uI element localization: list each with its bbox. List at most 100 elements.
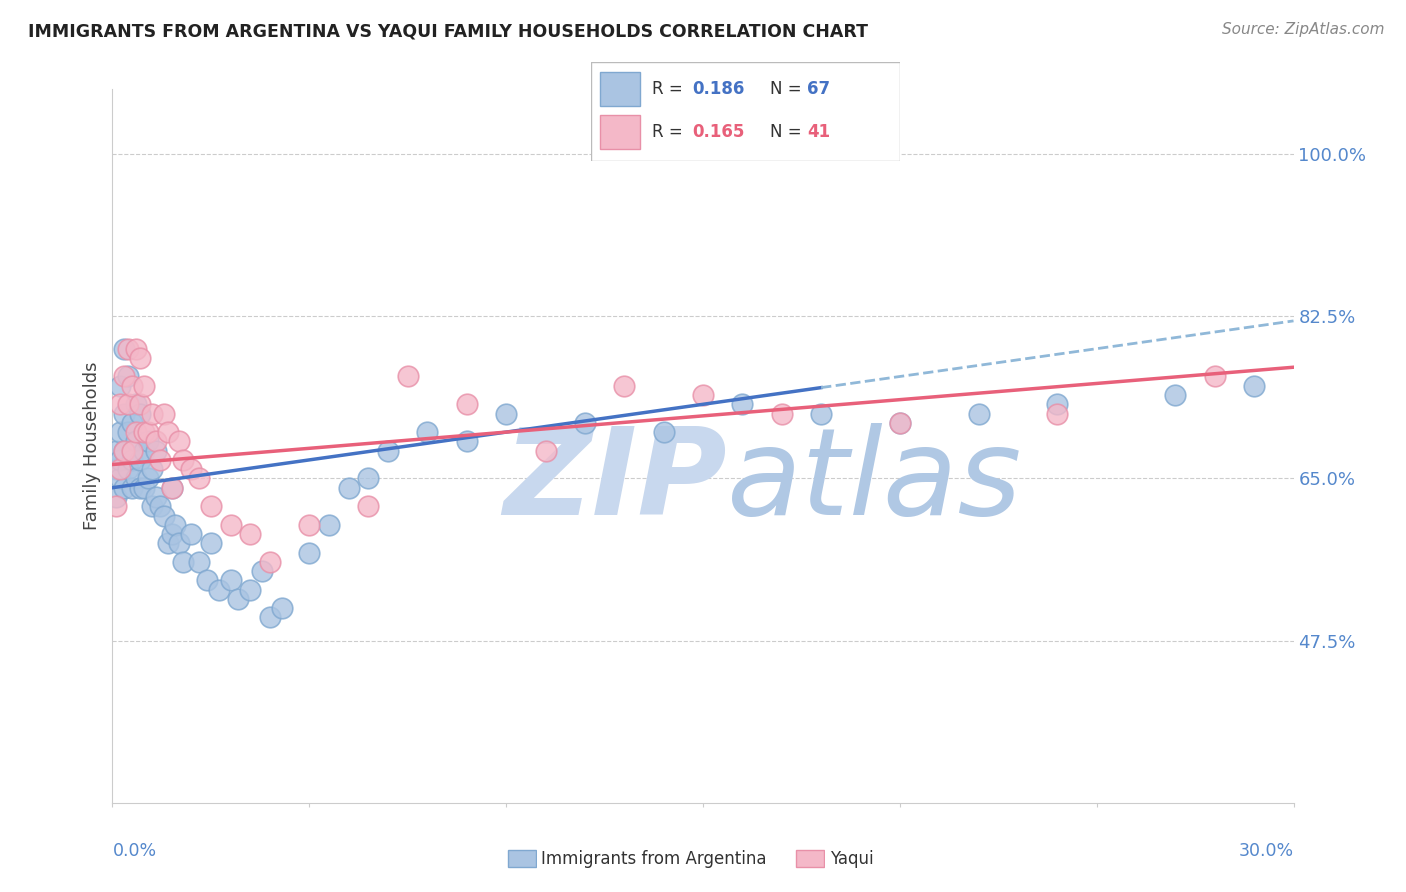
Point bbox=[145, 443, 167, 458]
Point bbox=[495, 407, 517, 421]
FancyBboxPatch shape bbox=[591, 62, 900, 161]
Point bbox=[377, 443, 399, 458]
Point bbox=[145, 490, 167, 504]
Point bbox=[125, 434, 148, 449]
Point bbox=[298, 517, 321, 532]
Point bbox=[180, 527, 202, 541]
Point bbox=[121, 378, 143, 392]
Point bbox=[136, 434, 159, 449]
Point bbox=[692, 388, 714, 402]
Point bbox=[219, 574, 242, 588]
Point bbox=[239, 527, 262, 541]
Point bbox=[125, 471, 148, 485]
Point bbox=[396, 369, 419, 384]
Point bbox=[200, 500, 222, 514]
Text: Immigrants from Argentina: Immigrants from Argentina bbox=[541, 849, 766, 868]
Text: N =: N = bbox=[770, 80, 807, 98]
Point bbox=[110, 397, 132, 411]
Point bbox=[180, 462, 202, 476]
Point bbox=[149, 500, 172, 514]
Point bbox=[112, 369, 135, 384]
Text: 67: 67 bbox=[807, 80, 830, 98]
Point bbox=[105, 443, 128, 458]
Point bbox=[125, 397, 148, 411]
Point bbox=[574, 416, 596, 430]
Point bbox=[125, 342, 148, 356]
Point bbox=[1164, 388, 1187, 402]
Point bbox=[200, 536, 222, 550]
FancyBboxPatch shape bbox=[508, 849, 536, 867]
Point bbox=[357, 471, 380, 485]
Point bbox=[156, 536, 179, 550]
Point bbox=[188, 555, 211, 569]
Point bbox=[967, 407, 990, 421]
Point bbox=[195, 574, 218, 588]
Point bbox=[132, 378, 155, 392]
Text: 41: 41 bbox=[807, 123, 830, 141]
Y-axis label: Family Households: Family Households bbox=[83, 362, 101, 530]
Point bbox=[129, 397, 152, 411]
Point bbox=[239, 582, 262, 597]
Text: 0.0%: 0.0% bbox=[112, 842, 156, 860]
Point bbox=[121, 481, 143, 495]
Point bbox=[149, 453, 172, 467]
Point bbox=[1204, 369, 1226, 384]
Point bbox=[770, 407, 793, 421]
Point bbox=[156, 425, 179, 439]
Point bbox=[169, 536, 191, 550]
Point bbox=[136, 425, 159, 439]
Text: R =: R = bbox=[652, 80, 689, 98]
Point bbox=[129, 351, 152, 365]
Point bbox=[141, 407, 163, 421]
Point bbox=[141, 500, 163, 514]
Point bbox=[132, 481, 155, 495]
Point bbox=[132, 425, 155, 439]
Text: Source: ZipAtlas.com: Source: ZipAtlas.com bbox=[1222, 22, 1385, 37]
Point bbox=[105, 500, 128, 514]
Point bbox=[132, 443, 155, 458]
Text: ZIP: ZIP bbox=[503, 423, 727, 541]
Text: 0.186: 0.186 bbox=[693, 80, 745, 98]
Text: N =: N = bbox=[770, 123, 807, 141]
Point bbox=[121, 453, 143, 467]
Point bbox=[208, 582, 231, 597]
Point bbox=[117, 425, 139, 439]
Point bbox=[160, 481, 183, 495]
Point bbox=[1046, 397, 1069, 411]
Point bbox=[250, 564, 273, 578]
Text: R =: R = bbox=[652, 123, 689, 141]
Point bbox=[112, 443, 135, 458]
Point bbox=[652, 425, 675, 439]
Point bbox=[110, 378, 132, 392]
Point bbox=[110, 471, 132, 485]
Point bbox=[152, 508, 174, 523]
Text: 0.165: 0.165 bbox=[693, 123, 745, 141]
Text: atlas: atlas bbox=[727, 423, 1022, 541]
Point bbox=[160, 527, 183, 541]
Point bbox=[456, 397, 478, 411]
Point bbox=[117, 342, 139, 356]
Point bbox=[298, 545, 321, 559]
Point bbox=[889, 416, 911, 430]
Point bbox=[105, 462, 128, 476]
Point bbox=[337, 481, 360, 495]
Point bbox=[112, 443, 135, 458]
Point bbox=[613, 378, 636, 392]
Point bbox=[172, 555, 194, 569]
Point bbox=[110, 453, 132, 467]
Point bbox=[160, 481, 183, 495]
Point bbox=[141, 462, 163, 476]
Point bbox=[129, 453, 152, 467]
Point bbox=[169, 434, 191, 449]
Point bbox=[810, 407, 832, 421]
Text: 30.0%: 30.0% bbox=[1239, 842, 1294, 860]
Point bbox=[259, 555, 281, 569]
Point bbox=[889, 416, 911, 430]
Point bbox=[129, 481, 152, 495]
Point bbox=[121, 443, 143, 458]
Point bbox=[219, 517, 242, 532]
Point bbox=[112, 407, 135, 421]
Text: IMMIGRANTS FROM ARGENTINA VS YAQUI FAMILY HOUSEHOLDS CORRELATION CHART: IMMIGRANTS FROM ARGENTINA VS YAQUI FAMIL… bbox=[28, 22, 868, 40]
Point bbox=[129, 407, 152, 421]
Point bbox=[172, 453, 194, 467]
